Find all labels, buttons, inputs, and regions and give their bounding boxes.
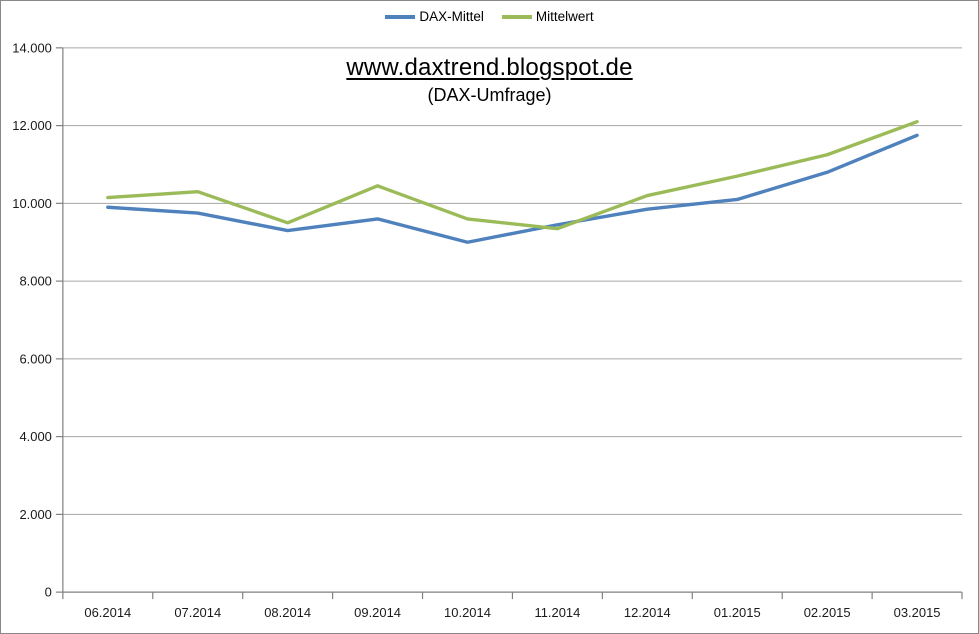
- legend-label-dax-mittel: DAX-Mittel: [419, 9, 484, 24]
- series-line-dax-mittel: [106, 133, 919, 244]
- title-block: www.daxtrend.blogspot.de (DAX-Umfrage): [1, 54, 978, 106]
- chart-title: www.daxtrend.blogspot.de: [346, 54, 633, 81]
- series-line-mittelwert: [106, 120, 919, 231]
- x-axis-label: 02.2015: [804, 605, 851, 620]
- x-axis-label: 09.2014: [354, 605, 401, 620]
- legend-item-dax-mittel: DAX-Mittel: [385, 10, 484, 24]
- x-axis-label: 07.2014: [174, 605, 221, 620]
- x-axis-label: 12.2014: [624, 605, 671, 620]
- x-axis-label: 01.2015: [714, 605, 761, 620]
- legend-item-mittelwert: Mittelwert: [501, 9, 594, 24]
- y-axis-label: 4.000: [19, 429, 51, 444]
- legend-line-swatch-dax-mittel: [385, 14, 416, 19]
- legend-label-mittelwert: Mittelwert: [535, 9, 594, 24]
- y-axis-label: 14.000: [12, 40, 52, 55]
- y-axis-label: 0: [45, 585, 52, 600]
- x-axis-label: 03.2015: [894, 605, 941, 620]
- x-axis-label: 08.2014: [264, 605, 311, 620]
- y-axis-label: 8.000: [19, 274, 51, 289]
- x-axis-label: 11.2014: [534, 605, 580, 620]
- y-axis-label: 12.000: [12, 118, 52, 133]
- x-axis-label: 10.2014: [444, 605, 491, 620]
- chart-legend: DAX-Mittel Mittelwert: [1, 10, 978, 24]
- y-axis-label: 6.000: [19, 351, 51, 366]
- y-axis-label: 10.000: [12, 196, 52, 211]
- legend-line-swatch-mittelwert: [501, 14, 532, 19]
- y-axis-label: 2.000: [19, 507, 51, 522]
- chart-subtitle: (DAX-Umfrage): [427, 85, 552, 105]
- x-axis-label: 06.2014: [84, 605, 131, 620]
